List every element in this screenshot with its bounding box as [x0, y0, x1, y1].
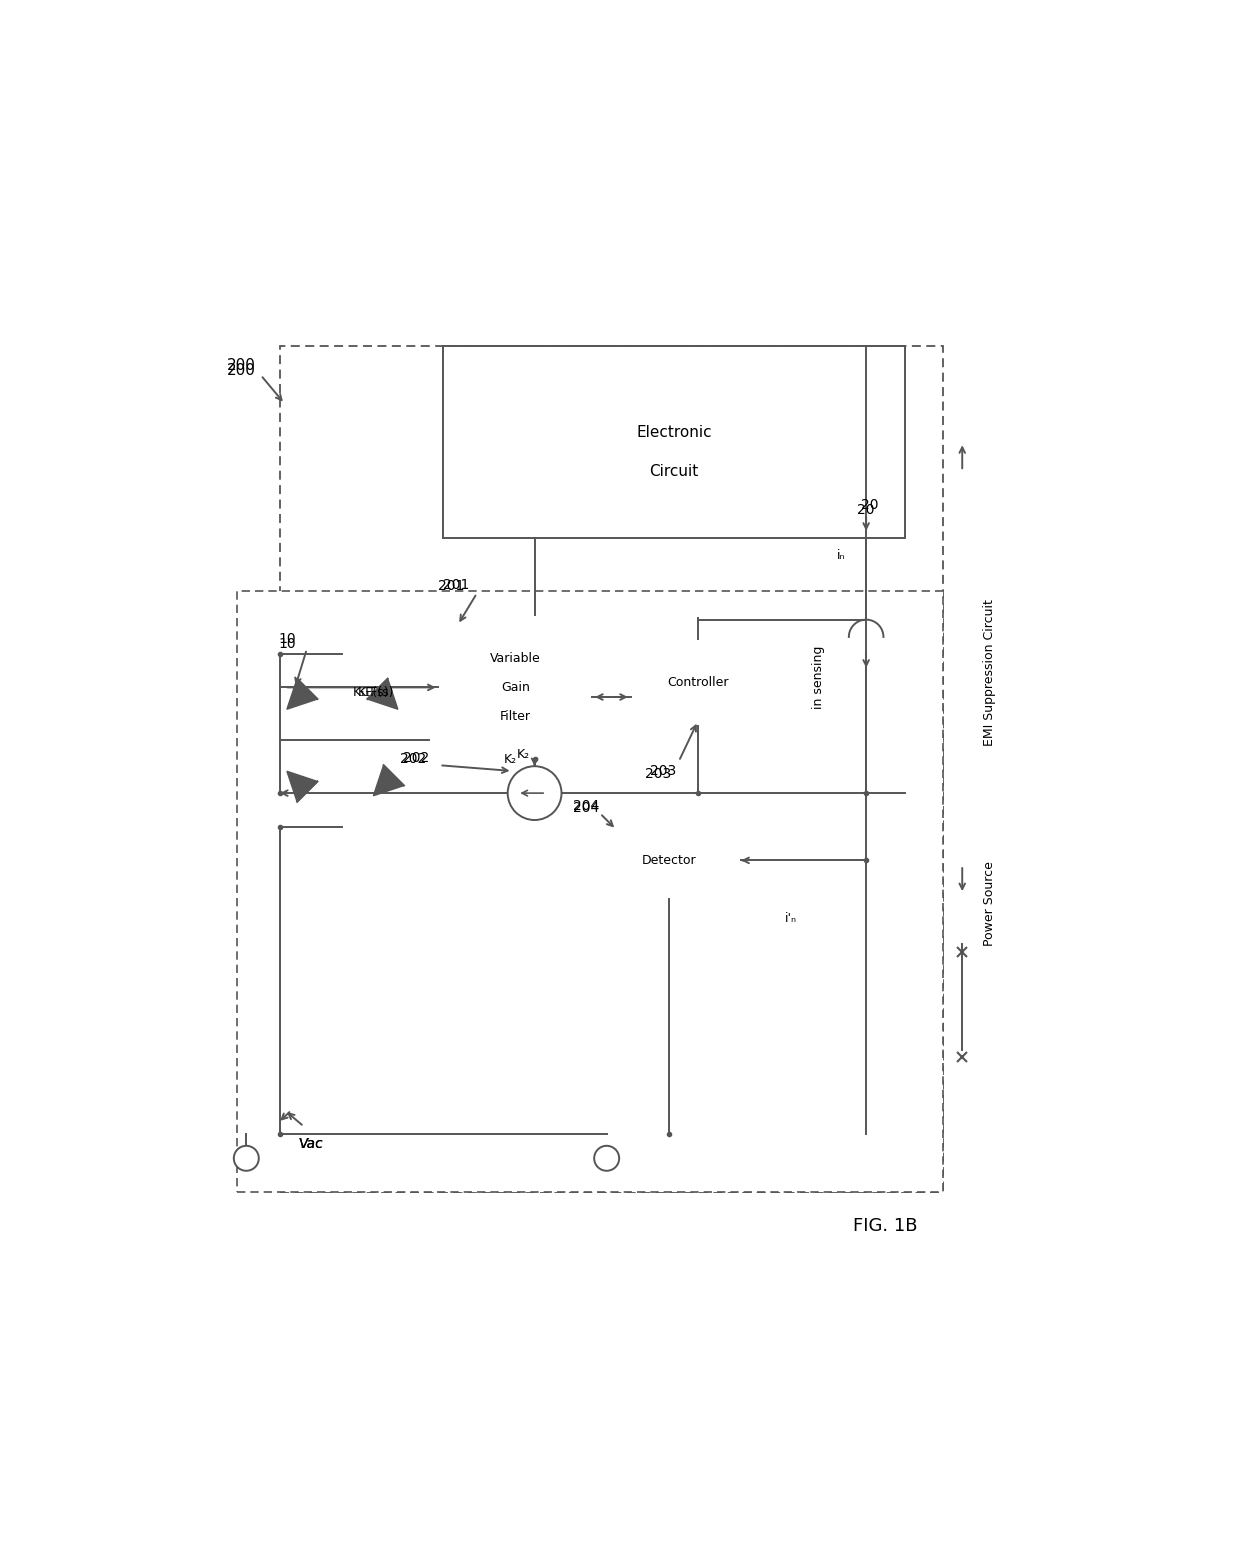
- Bar: [444, 347, 905, 539]
- Text: i'ₙ: i'ₙ: [785, 912, 796, 924]
- Bar: [280, 347, 942, 1193]
- Polygon shape: [286, 771, 317, 802]
- Text: 10: 10: [278, 632, 295, 646]
- Text: Gain: Gain: [501, 681, 529, 695]
- Text: 204: 204: [573, 799, 599, 813]
- Text: 20: 20: [862, 498, 879, 512]
- Text: K₂: K₂: [503, 752, 517, 766]
- Text: Variable: Variable: [490, 652, 541, 665]
- Text: Electronic: Electronic: [636, 425, 712, 440]
- Text: iₙ: iₙ: [837, 549, 846, 562]
- Text: 10: 10: [278, 637, 295, 651]
- Circle shape: [507, 766, 562, 820]
- Text: Vac: Vac: [299, 1136, 324, 1150]
- Bar: [439, 615, 593, 760]
- Bar: [237, 592, 942, 1193]
- Text: 20: 20: [857, 503, 875, 517]
- Text: 203: 203: [645, 766, 671, 780]
- Text: in sensing: in sensing: [812, 646, 825, 710]
- Text: 202: 202: [401, 752, 427, 766]
- Text: Circuit: Circuit: [650, 464, 698, 479]
- Text: K₁F(s): K₁F(s): [353, 685, 389, 699]
- Text: 201: 201: [439, 579, 465, 593]
- Text: Vac: Vac: [299, 1136, 324, 1150]
- Polygon shape: [286, 679, 317, 709]
- Text: EMI Suppression Circuit: EMI Suppression Circuit: [982, 599, 996, 746]
- Text: 203: 203: [650, 763, 676, 777]
- Polygon shape: [367, 679, 398, 709]
- Text: Controller: Controller: [667, 676, 729, 688]
- Polygon shape: [373, 765, 404, 796]
- Text: Detector: Detector: [642, 854, 697, 866]
- Text: 200: 200: [227, 357, 255, 373]
- Text: 204: 204: [573, 801, 599, 815]
- Circle shape: [594, 1146, 619, 1171]
- Text: K₁F(s): K₁F(s): [358, 685, 394, 699]
- Text: K₂: K₂: [517, 748, 529, 762]
- Text: Power Source: Power Source: [982, 862, 996, 946]
- Bar: [596, 823, 742, 899]
- Bar: [631, 640, 765, 726]
- Circle shape: [234, 1146, 259, 1171]
- Text: 201: 201: [444, 578, 470, 592]
- Text: FIG. 1B: FIG. 1B: [853, 1216, 918, 1235]
- Text: 200: 200: [227, 362, 255, 378]
- Text: 202: 202: [403, 751, 429, 765]
- Text: Filter: Filter: [500, 710, 531, 723]
